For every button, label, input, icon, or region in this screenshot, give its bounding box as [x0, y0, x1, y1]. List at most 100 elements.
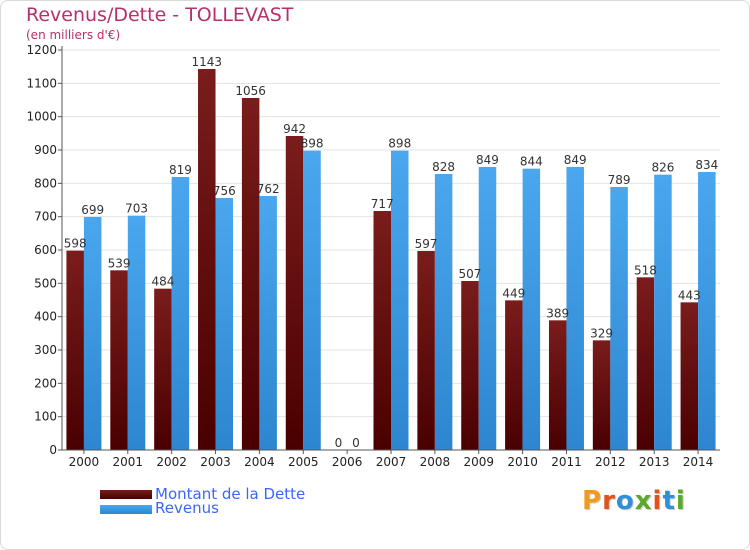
- value-label-debt-2014: 443: [678, 288, 701, 302]
- bar-debt-2000: [66, 250, 84, 450]
- legend-debt-swatch: [100, 490, 152, 499]
- bar-revenue-2007: [391, 150, 409, 450]
- bar-revenue-2001: [127, 215, 146, 450]
- legend-revenue-label: Revenus: [155, 499, 219, 517]
- x-tick-label-2005: 2005: [288, 455, 319, 469]
- value-label-revenue-2000: 699: [81, 203, 104, 217]
- value-label-revenue-2007: 898: [388, 137, 411, 151]
- value-label-revenue-2011: 849: [564, 153, 587, 167]
- bar-debt-2014: [680, 302, 699, 450]
- y-tick-label: 0: [49, 443, 57, 457]
- logo-letter: r: [602, 486, 616, 516]
- value-label-revenue-2005: 898: [301, 137, 324, 151]
- bar-debt-2002: [154, 288, 172, 450]
- bar-revenue-2009: [478, 167, 497, 450]
- axis-layer: 0100200300400500600700800900100011001200…: [26, 43, 720, 469]
- y-tick-label: 700: [34, 210, 57, 224]
- logo-letter: t: [662, 486, 676, 516]
- value-label-debt-2013: 518: [634, 263, 657, 277]
- y-tick-label: 1100: [26, 76, 57, 90]
- x-tick-label-2009: 2009: [463, 455, 494, 469]
- value-label-revenue-2001: 703: [125, 202, 148, 216]
- bar-debt-2008: [417, 251, 435, 450]
- logo-letter: x: [634, 486, 653, 516]
- value-label-debt-2000: 598: [64, 237, 87, 251]
- bar-debt-2004: [241, 98, 260, 450]
- value-label-debt-2009: 507: [459, 267, 482, 281]
- bar-revenue-2005: [303, 150, 321, 450]
- bar-revenue-2008: [434, 174, 453, 450]
- bar-debt-2007: [373, 211, 391, 450]
- logo-letter: P: [582, 486, 603, 516]
- value-label-debt-2007: 717: [371, 197, 394, 211]
- bar-revenue-2013: [654, 174, 672, 450]
- value-label-revenue-2002: 819: [169, 163, 192, 177]
- bar-revenue-2002: [171, 177, 190, 450]
- bar-debt-2003: [198, 69, 216, 450]
- value-label-revenue-2013: 826: [651, 161, 674, 175]
- bar-debt-2005: [285, 136, 304, 450]
- logo-letter: i: [675, 486, 686, 516]
- x-tick-label-2006: 2006: [332, 455, 363, 469]
- x-tick-label-2010: 2010: [507, 455, 538, 469]
- value-label-debt-2003: 1143: [192, 55, 223, 69]
- bar-debt-2013: [636, 277, 655, 450]
- value-label-debt-2012: 329: [590, 326, 613, 340]
- value-label-debt-2005: 942: [283, 122, 306, 136]
- value-label-debt-2004: 1056: [235, 84, 266, 98]
- bar-revenue-2011: [566, 167, 584, 450]
- y-tick-label: 800: [34, 176, 57, 190]
- bar-revenue-2004: [259, 196, 277, 450]
- x-tick-label-2004: 2004: [244, 455, 275, 469]
- value-label-debt-2011: 389: [546, 306, 569, 320]
- y-tick-label: 300: [34, 343, 57, 357]
- value-label-revenue-2009: 849: [476, 153, 499, 167]
- bar-debt-2009: [461, 281, 479, 450]
- y-tick-label: 1200: [26, 43, 57, 57]
- value-label-revenue-2012: 789: [608, 173, 631, 187]
- chart-subtitle: (en milliers d'€): [26, 28, 121, 42]
- x-tick-label-2013: 2013: [639, 455, 670, 469]
- value-label-debt-2002: 484: [151, 275, 174, 289]
- legend-revenue-swatch: [100, 505, 152, 514]
- x-tick-label-2003: 2003: [200, 455, 231, 469]
- value-label-revenue-2006: 0: [352, 436, 360, 450]
- value-label-revenue-2014: 834: [695, 158, 718, 172]
- x-tick-label-2014: 2014: [683, 455, 714, 469]
- bar-debt-2011: [548, 320, 567, 450]
- x-tick-label-2012: 2012: [595, 455, 626, 469]
- y-tick-label: 400: [34, 310, 57, 324]
- bar-revenue-2012: [610, 187, 628, 450]
- value-label-revenue-2004: 762: [257, 182, 280, 196]
- proxiti-logo: Proxiti: [582, 486, 686, 516]
- y-tick-label: 100: [34, 410, 57, 424]
- x-tick-label-2000: 2000: [69, 455, 100, 469]
- bar-revenue-2010: [522, 168, 541, 450]
- bar-revenue-2000: [83, 217, 102, 450]
- legend-debt-label: Montant de la Dette: [155, 485, 306, 503]
- y-tick-label: 600: [34, 243, 57, 257]
- x-tick-label-2001: 2001: [113, 455, 144, 469]
- value-label-revenue-2010: 844: [520, 155, 543, 169]
- x-tick-label-2007: 2007: [376, 455, 407, 469]
- value-label-revenue-2003: 756: [213, 184, 236, 198]
- value-label-revenue-2008: 828: [432, 160, 455, 174]
- x-tick-label-2011: 2011: [551, 455, 582, 469]
- y-tick-label: 900: [34, 143, 57, 157]
- value-label-debt-2001: 539: [108, 256, 131, 270]
- y-tick-label: 1000: [26, 110, 57, 124]
- value-label-debt-2006: 0: [335, 436, 343, 450]
- logo-letter: o: [615, 486, 635, 516]
- chart-title: Revenus/Dette - TOLLEVAST: [26, 4, 294, 26]
- y-tick-label: 500: [34, 276, 57, 290]
- logo-letter: i: [652, 486, 663, 516]
- bar-revenue-2014: [698, 172, 716, 450]
- bar-debt-2001: [110, 270, 128, 450]
- x-tick-label-2008: 2008: [420, 455, 451, 469]
- y-tick-label: 200: [34, 376, 57, 390]
- bar-debt-2012: [592, 340, 611, 450]
- bar-debt-2010: [505, 300, 523, 450]
- bar-layer: [66, 69, 716, 451]
